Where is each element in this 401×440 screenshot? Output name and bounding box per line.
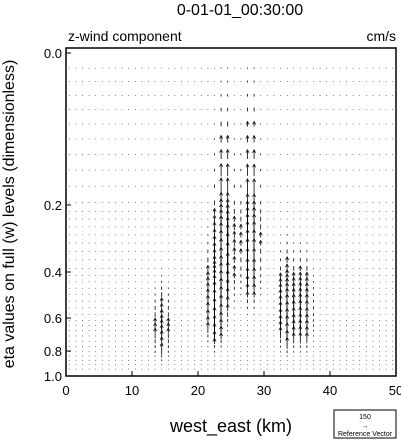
- wind-vector: [238, 223, 243, 230]
- wind-vector: [225, 303, 230, 312]
- vector-field: [68, 67, 394, 370]
- wind-vector: [232, 272, 237, 279]
- wind-vector: [205, 321, 210, 329]
- wind-vector: [159, 342, 164, 350]
- units-label: cm/s: [366, 28, 396, 44]
- reference-vector-box: 150 → Reference Vector: [333, 409, 397, 439]
- y-axis-ticks: 0.0 0.2 0.4 0.6 0.8 1.0: [44, 46, 71, 384]
- wind-vector: [166, 327, 171, 334]
- wind-vector: [245, 163, 250, 176]
- field-label: z-wind component: [68, 28, 182, 44]
- wind-vector: [225, 177, 230, 195]
- wind-vector: [219, 134, 224, 143]
- wind-vector: [232, 222, 237, 231]
- wind-vector: [205, 264, 210, 272]
- x-tick-label: 50: [389, 383, 401, 398]
- wind-vector: [252, 290, 257, 298]
- wind-vector: [232, 238, 237, 247]
- wind-vector: [278, 272, 283, 279]
- wind-vector: [153, 322, 158, 329]
- plot-frame: [65, 47, 397, 377]
- x-tick-label: 40: [323, 383, 337, 398]
- wind-vector: [245, 178, 250, 194]
- y-tick-label: 0.4: [44, 265, 62, 280]
- wind-vector: [232, 264, 237, 272]
- wind-vector: [219, 148, 224, 160]
- y-axis-label: eta values on full (w) levels (dimension…: [1, 60, 18, 369]
- wind-vector: [219, 332, 224, 339]
- x-axis-label: west_east (km): [169, 416, 292, 437]
- reference-vector-magnitude: 150: [359, 414, 371, 421]
- wind-vector: [291, 332, 296, 340]
- wind-vector: [153, 327, 158, 334]
- x-tick-label: 10: [125, 383, 139, 398]
- wind-vector: [225, 148, 230, 160]
- y-tick-label: 1.0: [44, 369, 62, 384]
- chart-title: 0-01-01_00:30:00: [177, 2, 303, 19]
- wind-vector: [212, 337, 217, 345]
- wind-vector: [258, 239, 263, 246]
- wind-vector: [252, 149, 257, 159]
- y-tick-label: 0.8: [44, 344, 62, 359]
- wind-vector: [298, 331, 303, 340]
- wind-vector: [298, 265, 303, 272]
- wind-vector: [245, 120, 250, 127]
- wind-vector: [245, 134, 250, 143]
- wind-vector: [258, 231, 263, 238]
- reference-vector-label: Reference Vector: [338, 431, 393, 438]
- wind-vector: [232, 247, 237, 255]
- x-tick-label: 30: [257, 383, 271, 398]
- wind-vector: [166, 317, 171, 324]
- wind-vector: [285, 336, 290, 346]
- wind-vector: [304, 332, 309, 340]
- x-tick-label: 20: [191, 383, 205, 398]
- reference-vector-arrow: →: [362, 423, 369, 430]
- y-tick-label: 0.0: [44, 46, 62, 61]
- wind-vector: [232, 255, 237, 264]
- wind-vector: [219, 163, 224, 177]
- wind-vector: [252, 178, 257, 194]
- wind-vector: [232, 215, 237, 222]
- wind-vector: [153, 317, 158, 324]
- wind-vector: [252, 120, 257, 127]
- y-tick-label: 0.2: [44, 198, 62, 213]
- wind-vector: [285, 256, 290, 263]
- wind-vector: [225, 163, 230, 177]
- wind-vector: [252, 134, 257, 143]
- x-tick-label: 0: [62, 383, 69, 398]
- wind-vector: [252, 163, 257, 176]
- wind-vector: [232, 230, 237, 239]
- wind-vector: [245, 290, 250, 298]
- wind-vector: [225, 134, 230, 143]
- wind-vector: [245, 149, 250, 159]
- x-axis-ticks: 0 10 20 30 40 50: [62, 371, 401, 398]
- wind-vector: [238, 239, 243, 246]
- wind-vector: [238, 248, 243, 254]
- wind-vector: [212, 207, 217, 215]
- wind-vector: [166, 322, 171, 329]
- wind-vector: [278, 326, 283, 335]
- wind-vector: [238, 231, 243, 238]
- y-tick-label: 0.6: [44, 311, 62, 326]
